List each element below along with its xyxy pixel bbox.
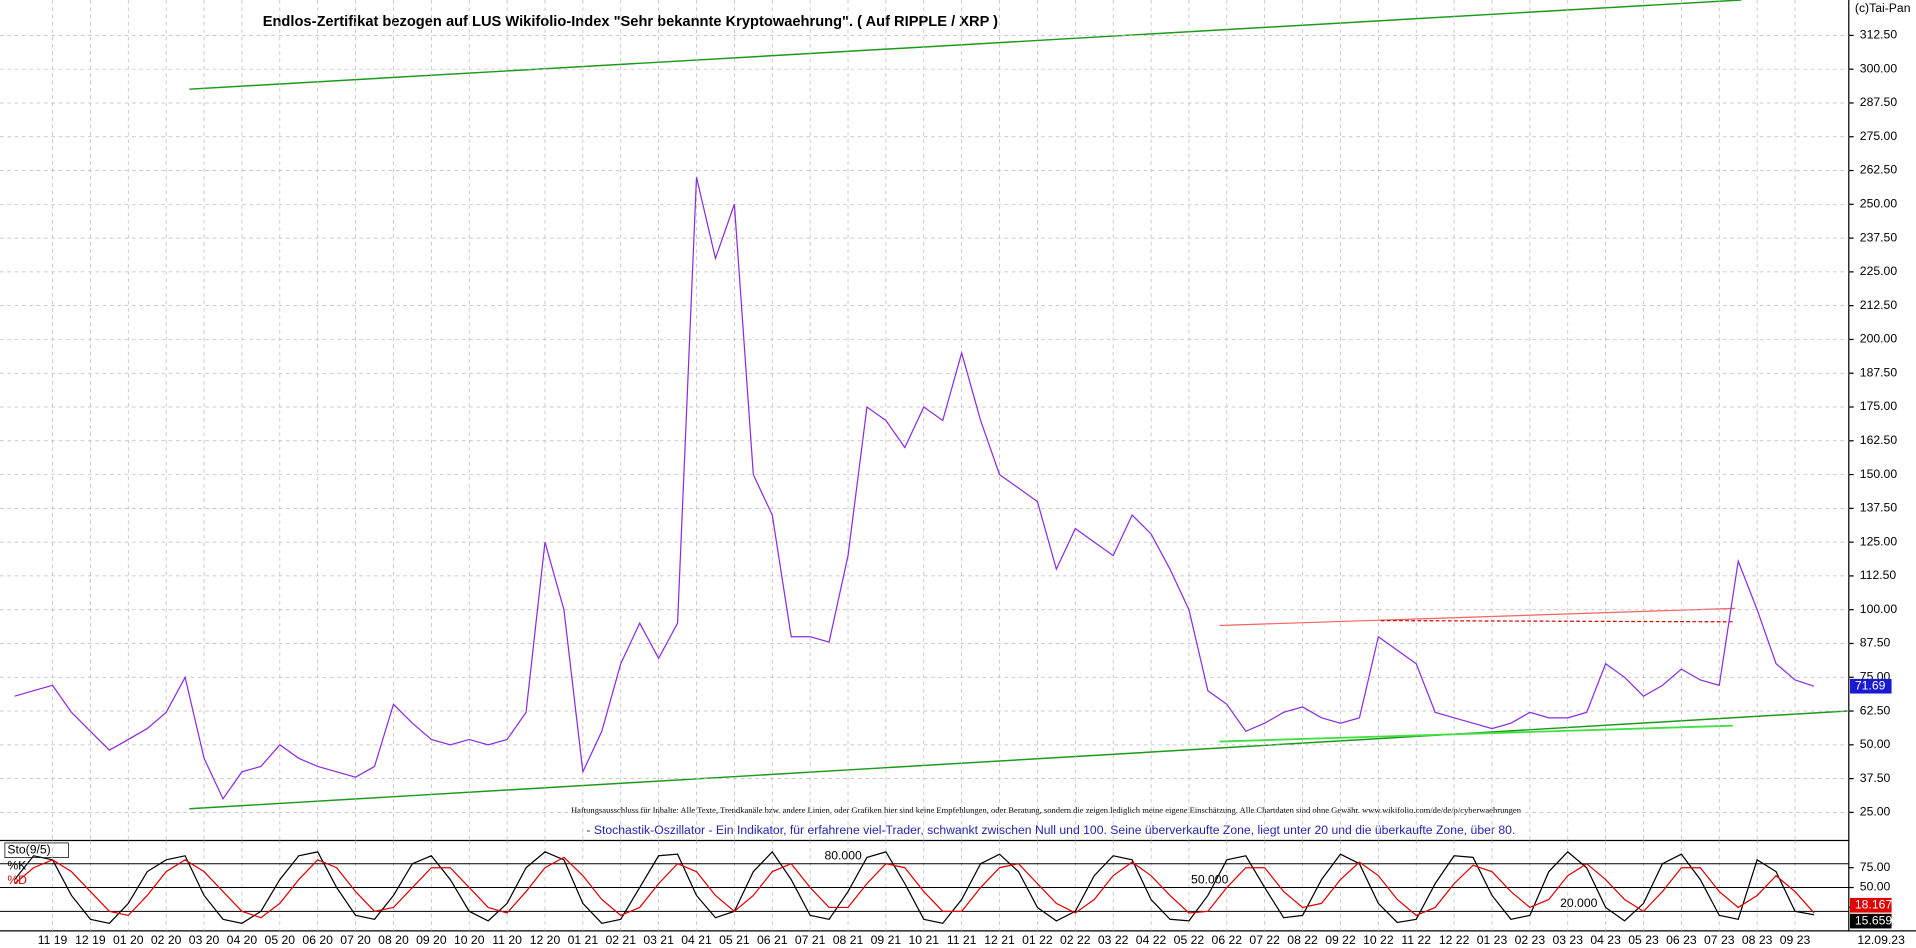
y-tick-label: 87.50	[1860, 636, 1891, 650]
x-tick-label: 02 23	[1515, 933, 1546, 947]
x-tick-label: 07 21	[795, 933, 826, 947]
x-tick-label: 12 22	[1439, 933, 1470, 947]
y-tick-label: 200.00	[1860, 332, 1898, 346]
trend-line	[189, 710, 1848, 810]
y-tick-label: 212.50	[1860, 298, 1898, 312]
indicator-title: Sto(9/5)	[7, 842, 50, 856]
reference-label: 50.000	[1191, 872, 1229, 886]
y-tick-label: 187.50	[1860, 365, 1898, 379]
x-tick-label: 08 20	[378, 933, 409, 947]
y-tick-label: 100.00	[1860, 602, 1898, 616]
x-tick-label: 08 22	[1287, 933, 1318, 947]
y-tick-label: 75.00	[1860, 860, 1891, 874]
last-value-label: 71.69	[1855, 678, 1886, 692]
x-tick-label: 07 20	[340, 933, 371, 947]
y-tick-label: 25.00	[1860, 805, 1891, 819]
x-tick-label: 06 21	[757, 933, 788, 947]
x-tick-label: 02 22	[1060, 933, 1091, 947]
y-tick-label: 225.00	[1860, 264, 1898, 278]
price-line	[14, 177, 1815, 801]
x-tick-label: 09 23	[1780, 933, 1811, 947]
x-tick-label: 04 21	[681, 933, 712, 947]
reference-label: 20.000	[1560, 896, 1598, 910]
x-tick-label: 06 22	[1212, 933, 1243, 947]
x-tick-label: 06 23	[1666, 933, 1697, 947]
y-tick-label: 137.50	[1860, 501, 1898, 515]
y-tick-label: 175.00	[1860, 399, 1898, 413]
y-tick-label: 312.50	[1860, 28, 1898, 42]
chart-title: Endlos-Zertifikat bezogen auf LUS Wikifo…	[263, 14, 998, 30]
x-tick-label: 07 22	[1249, 933, 1280, 947]
x-tick-label: 11 19	[38, 933, 68, 947]
y-tick-label: 300.00	[1860, 61, 1898, 75]
y-tick-label: 237.50	[1860, 230, 1898, 244]
last-value-label: 15.659	[1855, 913, 1893, 927]
y-tick-label: 287.50	[1860, 95, 1898, 109]
x-tick-label: 12 19	[75, 933, 106, 947]
y-tick-label: 150.00	[1860, 467, 1898, 481]
indicator-line	[14, 856, 1815, 919]
y-tick-label: 162.50	[1860, 433, 1898, 447]
last-value-box	[1850, 913, 1892, 929]
x-tick-label: 08 23	[1742, 933, 1773, 947]
y-tick-label: 125.00	[1860, 534, 1898, 548]
x-tick-label: 01 23	[1477, 933, 1508, 947]
x-tick-label: 06 20	[302, 933, 333, 947]
x-tick-label: 05 22	[1174, 933, 1205, 947]
x-tick-label: 02 20	[151, 933, 182, 947]
x-tick-label: 01 20	[113, 933, 144, 947]
note: - Stochastik-Oszillator - Ein Indikator,…	[586, 823, 1515, 837]
x-tick-label: 10 20	[454, 933, 485, 947]
x-tick-label: 12 20	[530, 933, 561, 947]
trend-line	[1219, 607, 1736, 627]
trend-line	[1380, 619, 1733, 623]
x-tick-label: 07 23	[1704, 933, 1735, 947]
x-tick-label: 04 22	[1136, 933, 1167, 947]
y-tick-label: 262.50	[1860, 163, 1898, 177]
indicator-line	[14, 850, 1815, 924]
y-tick-label: 112.50	[1860, 568, 1897, 582]
y-tick-label: 50.00	[1860, 737, 1891, 751]
last-value-box	[1850, 897, 1892, 913]
legend-entry: %K	[7, 858, 26, 872]
trend-line	[1219, 724, 1733, 743]
x-tick-label: 08 21	[833, 933, 864, 947]
y-tick-label: 275.00	[1860, 129, 1898, 143]
x-tick-label: 11 22	[1401, 933, 1431, 947]
x-tick-label: 03 22	[1098, 933, 1129, 947]
trend-line	[189, 0, 1742, 90]
x-tick-label: 03 23	[1552, 933, 1583, 947]
x-tick-label: 04 20	[227, 933, 258, 947]
x-tick-label: 01 22	[1022, 933, 1053, 947]
x-tick-label: 09 22	[1325, 933, 1356, 947]
x-tick-label: 02 21	[605, 933, 636, 947]
x-tick-label: 05 21	[719, 933, 750, 947]
x-tick-label: 05 23	[1628, 933, 1659, 947]
last-value-box	[1850, 678, 1892, 694]
date-label: 12.09.23	[1857, 933, 1905, 947]
x-tick-label: 01 21	[568, 933, 599, 947]
y-tick-label: 37.50	[1860, 771, 1891, 785]
x-tick-label: 09 20	[416, 933, 447, 947]
x-tick-label: 10 22	[1363, 933, 1394, 947]
x-tick-label: 11 20	[492, 933, 522, 947]
x-tick-label: 11 21	[947, 933, 977, 947]
last-value-label: 18.167	[1855, 897, 1893, 911]
x-tick-label: 03 21	[643, 933, 674, 947]
x-tick-label: 10 21	[909, 933, 940, 947]
y-tick-label: 62.50	[1860, 703, 1891, 717]
x-tick-label: 03 20	[189, 933, 220, 947]
x-tick-label: 12 21	[984, 933, 1015, 947]
copyright: (c)Tai-Pan	[1855, 1, 1911, 15]
x-tick-label: 04 23	[1590, 933, 1621, 947]
y-tick-label: 250.00	[1860, 197, 1898, 211]
reference-label: 80.000	[824, 849, 862, 863]
x-tick-label: 05 20	[265, 933, 296, 947]
y-tick-label: 50.00	[1860, 880, 1891, 894]
disclaimer: Haftungsausschluss für Inhalte: Alle Tex…	[571, 805, 1522, 815]
x-tick-label: 09 21	[871, 933, 902, 947]
legend-box	[4, 842, 69, 858]
